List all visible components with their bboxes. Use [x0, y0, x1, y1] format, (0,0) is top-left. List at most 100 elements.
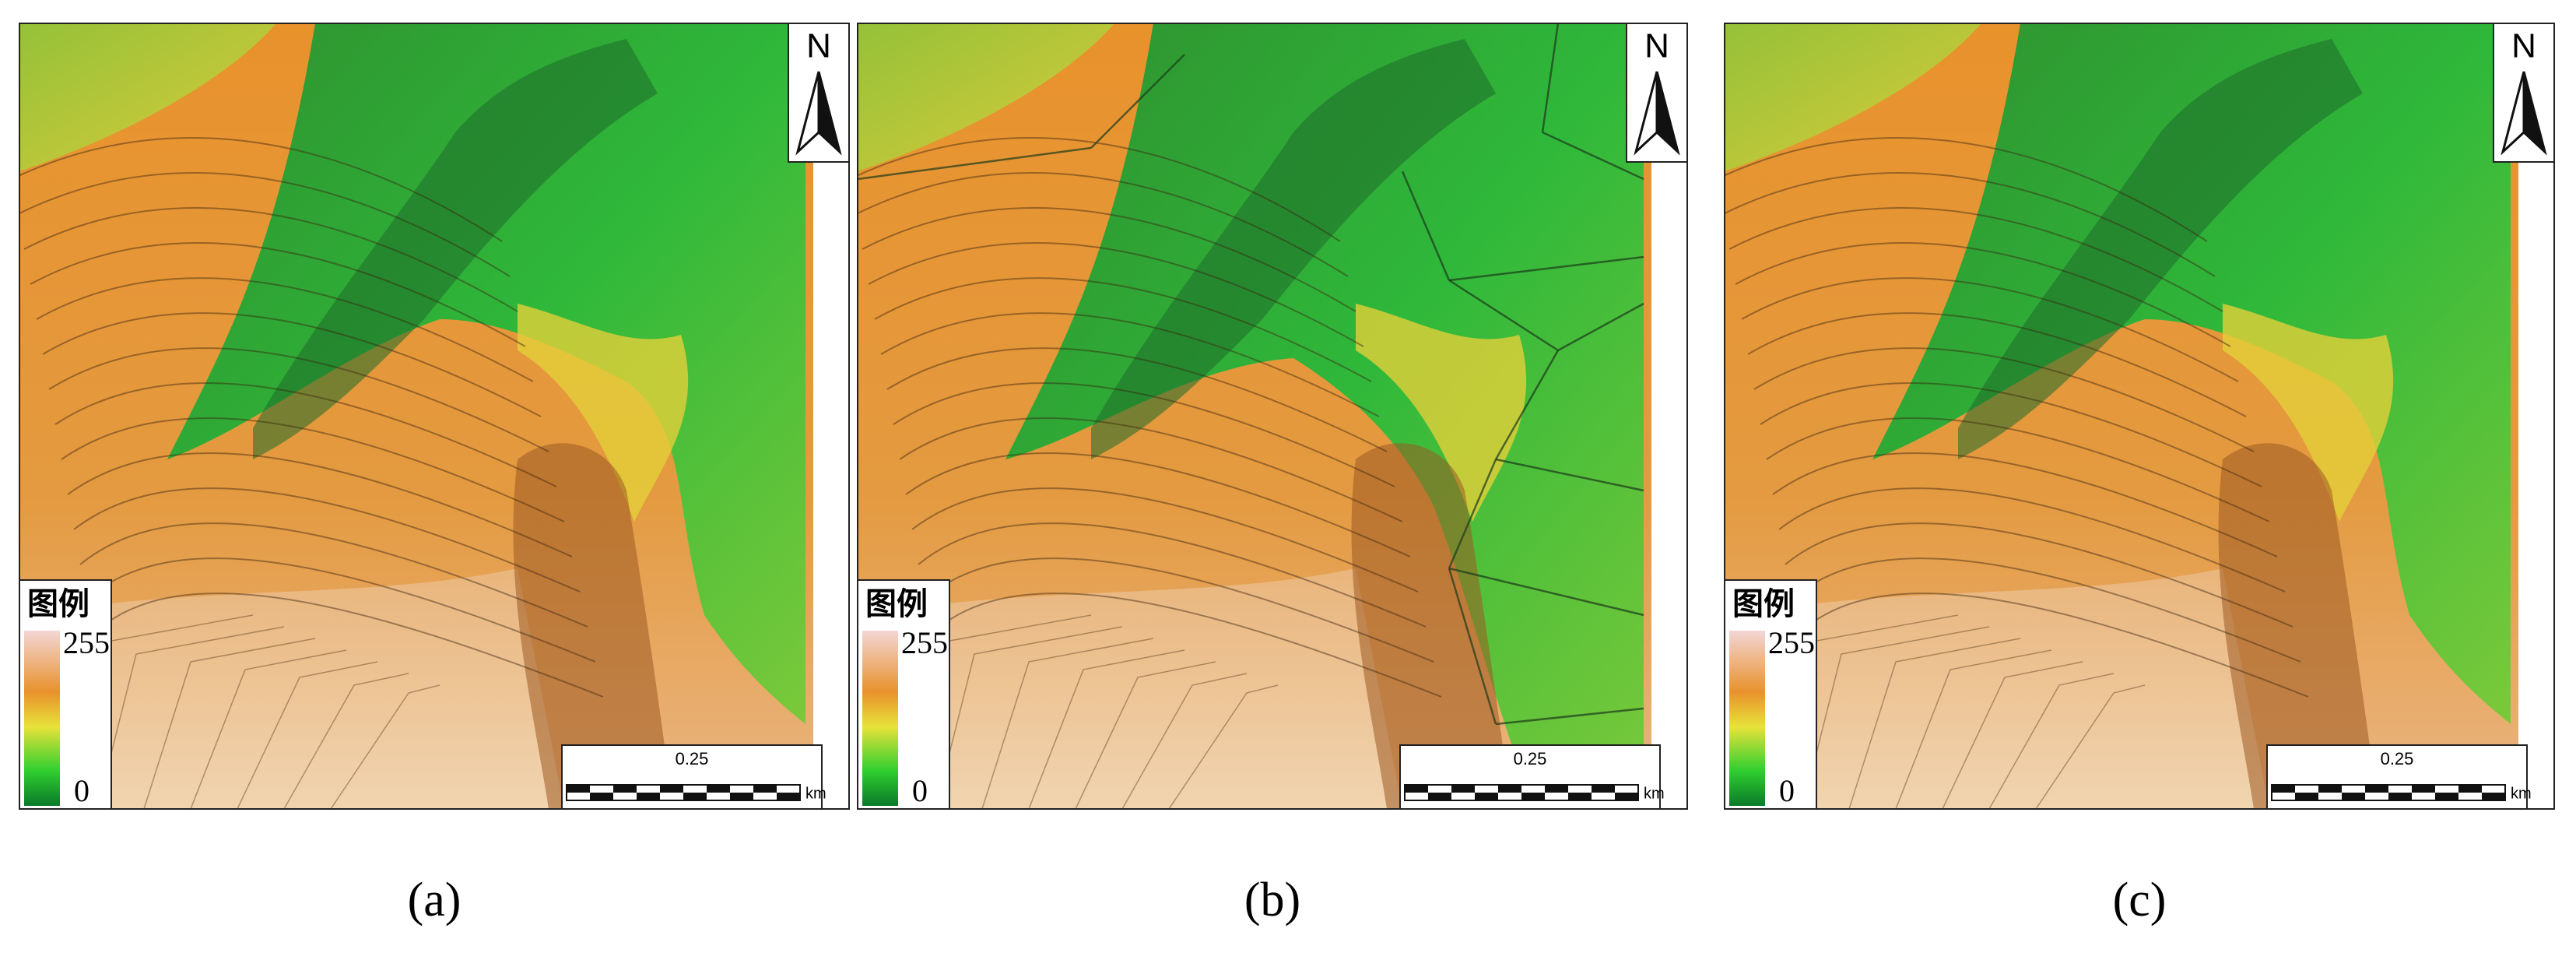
- scale-bar-segment: [730, 793, 753, 800]
- scale-bar-segment: [753, 785, 777, 793]
- scale-bar-segment: [637, 793, 660, 800]
- scale-bar-segment: [1568, 793, 1592, 800]
- contour-line: [1028, 649, 1185, 809]
- contour-line: [1121, 673, 1248, 809]
- map-frame: [19, 23, 850, 810]
- map-image: [858, 23, 1687, 809]
- terrain-yellow-belt: [1356, 304, 1527, 522]
- scale-bar-segment: [613, 785, 637, 793]
- scale-bar-segment: [1475, 793, 1498, 800]
- contour-line: [23, 207, 518, 312]
- legend-title: 图例: [865, 586, 928, 622]
- contour-line: [905, 452, 1411, 557]
- terrain-ridge: [1958, 39, 2363, 459]
- scale-unit: km: [1644, 785, 1665, 802]
- contour-line: [54, 382, 557, 487]
- scale-bar-segment: [1428, 793, 1451, 800]
- terrain-yellow-belt: [2223, 304, 2394, 522]
- scale-bar-segment: [590, 793, 613, 800]
- scale-label: 0.25: [1514, 749, 1547, 768]
- map-image: [19, 23, 849, 809]
- contour-line: [893, 382, 1395, 487]
- scale-label: 0.25: [676, 749, 709, 768]
- contour-line: [1772, 452, 2278, 557]
- contour-line: [1797, 593, 2309, 698]
- contour-line: [1760, 382, 2262, 487]
- contour-line: [237, 661, 378, 809]
- contour-line: [79, 522, 588, 628]
- terrain-yellow-belt: [518, 304, 689, 522]
- north-label: N: [2511, 27, 2536, 65]
- terrain-northwest: [19, 23, 276, 171]
- north-arrow-shade: [817, 71, 842, 156]
- scale-bar-segment: [1498, 785, 1521, 793]
- legend-max: 255: [901, 625, 948, 660]
- north-label: N: [806, 27, 831, 65]
- scale-bar-segment: [1521, 793, 1545, 800]
- scale-bar-segment: [1405, 785, 1428, 793]
- terrain-lowland: [858, 568, 1402, 809]
- terrain-ridge: [253, 39, 658, 459]
- scale-bar-segment: [777, 793, 800, 800]
- contour-line: [880, 312, 1380, 417]
- scale-bar-segment: [707, 785, 730, 793]
- contour-line: [86, 557, 596, 663]
- legend-max: 255: [63, 625, 110, 660]
- north-arrow-shade: [2522, 71, 2547, 156]
- scale-bar-segment: [2482, 793, 2505, 800]
- contour-line: [143, 638, 316, 809]
- contour-line: [1725, 137, 2208, 242]
- scale-bar-segment: [2388, 793, 2412, 800]
- scale-bar-segment: [1545, 785, 1568, 793]
- scale-bar-segment: [2365, 785, 2388, 793]
- contour-line: [190, 649, 347, 809]
- contour-line: [918, 522, 1427, 628]
- legend-title: 图例: [27, 586, 89, 622]
- interpolation-edge: [1401, 171, 1451, 281]
- terrain-highland: [1872, 23, 2511, 724]
- contour-line: [1741, 277, 2239, 382]
- interpolation-edge: [1495, 458, 1644, 492]
- interpolation-edge: [1448, 568, 1497, 725]
- contour-line: [1942, 661, 2083, 809]
- terrain-lowland: [1725, 568, 2269, 809]
- contour-line: [1778, 487, 2286, 593]
- contour-line: [1725, 172, 2216, 277]
- contour-line: [19, 172, 511, 277]
- contour-line: [48, 347, 549, 452]
- interpolation-edge: [1542, 131, 1644, 181]
- contour-line: [1895, 649, 2052, 809]
- interpolation-edge: [858, 146, 1092, 181]
- contour-line: [924, 557, 1434, 663]
- contour-line: [1747, 312, 2247, 417]
- legend-min: 0: [912, 773, 928, 808]
- terrain-northwest: [1725, 23, 1981, 171]
- contour-line: [1075, 661, 1216, 809]
- scale-unit: km: [805, 785, 826, 802]
- contour-line: [42, 312, 542, 417]
- interpolation-edge: [1541, 23, 1560, 133]
- north-arrow-shade: [1655, 71, 1680, 156]
- contour-line: [1728, 207, 2223, 312]
- scale-bar-segment: [1615, 793, 1638, 800]
- interpolation-edge: [1495, 707, 1644, 726]
- terrain-ridge: [1091, 39, 1496, 459]
- scale-bar-segment: [1451, 785, 1475, 793]
- contour-line: [1848, 638, 2021, 809]
- map-frame: [1724, 23, 2555, 810]
- legend-ramp: [24, 631, 60, 806]
- scale-bar-segment: [660, 785, 683, 793]
- contour-line: [858, 172, 1349, 277]
- scale-bar-segment: [1592, 785, 1615, 793]
- interpolation-edge: [1448, 279, 1559, 352]
- map-image: [1725, 23, 2554, 809]
- contour-line: [1735, 242, 2231, 347]
- scale-bar-segment: [567, 785, 590, 793]
- scale-bar-segment: [2318, 785, 2342, 793]
- contour-line: [1168, 684, 1279, 809]
- scale-bar-segment: [683, 793, 707, 800]
- terrain-highland: [167, 23, 805, 724]
